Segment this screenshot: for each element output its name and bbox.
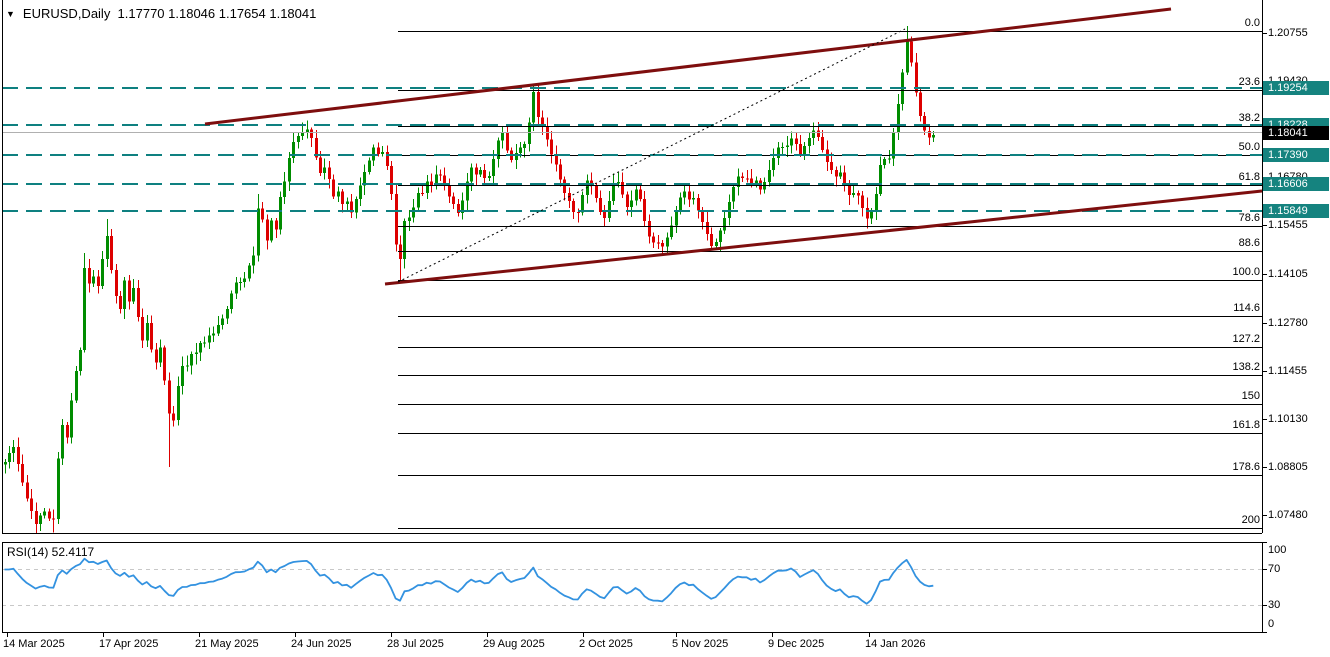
rsi-indicator-label: RSI(14) 52.4117 [7,545,95,559]
support-resistance-lines [2,87,1262,212]
symbol-ohlc-text: EURUSD,Daily 1.17770 1.18046 1.17654 1.1… [22,6,317,21]
upper-channel-line [204,7,1172,126]
fibonacci-retracement [398,31,1262,529]
trend-channel[interactable] [204,7,1263,286]
rsi-line [4,557,934,605]
pane-borders [2,0,1267,637]
lower-channel-line [384,189,1263,286]
symbol-dropdown-icon[interactable]: ▼ [6,8,15,19]
chart-title: ▼ EURUSD,Daily 1.17770 1.18046 1.17654 1… [6,6,316,21]
rsi-level-gridlines [2,569,1262,606]
